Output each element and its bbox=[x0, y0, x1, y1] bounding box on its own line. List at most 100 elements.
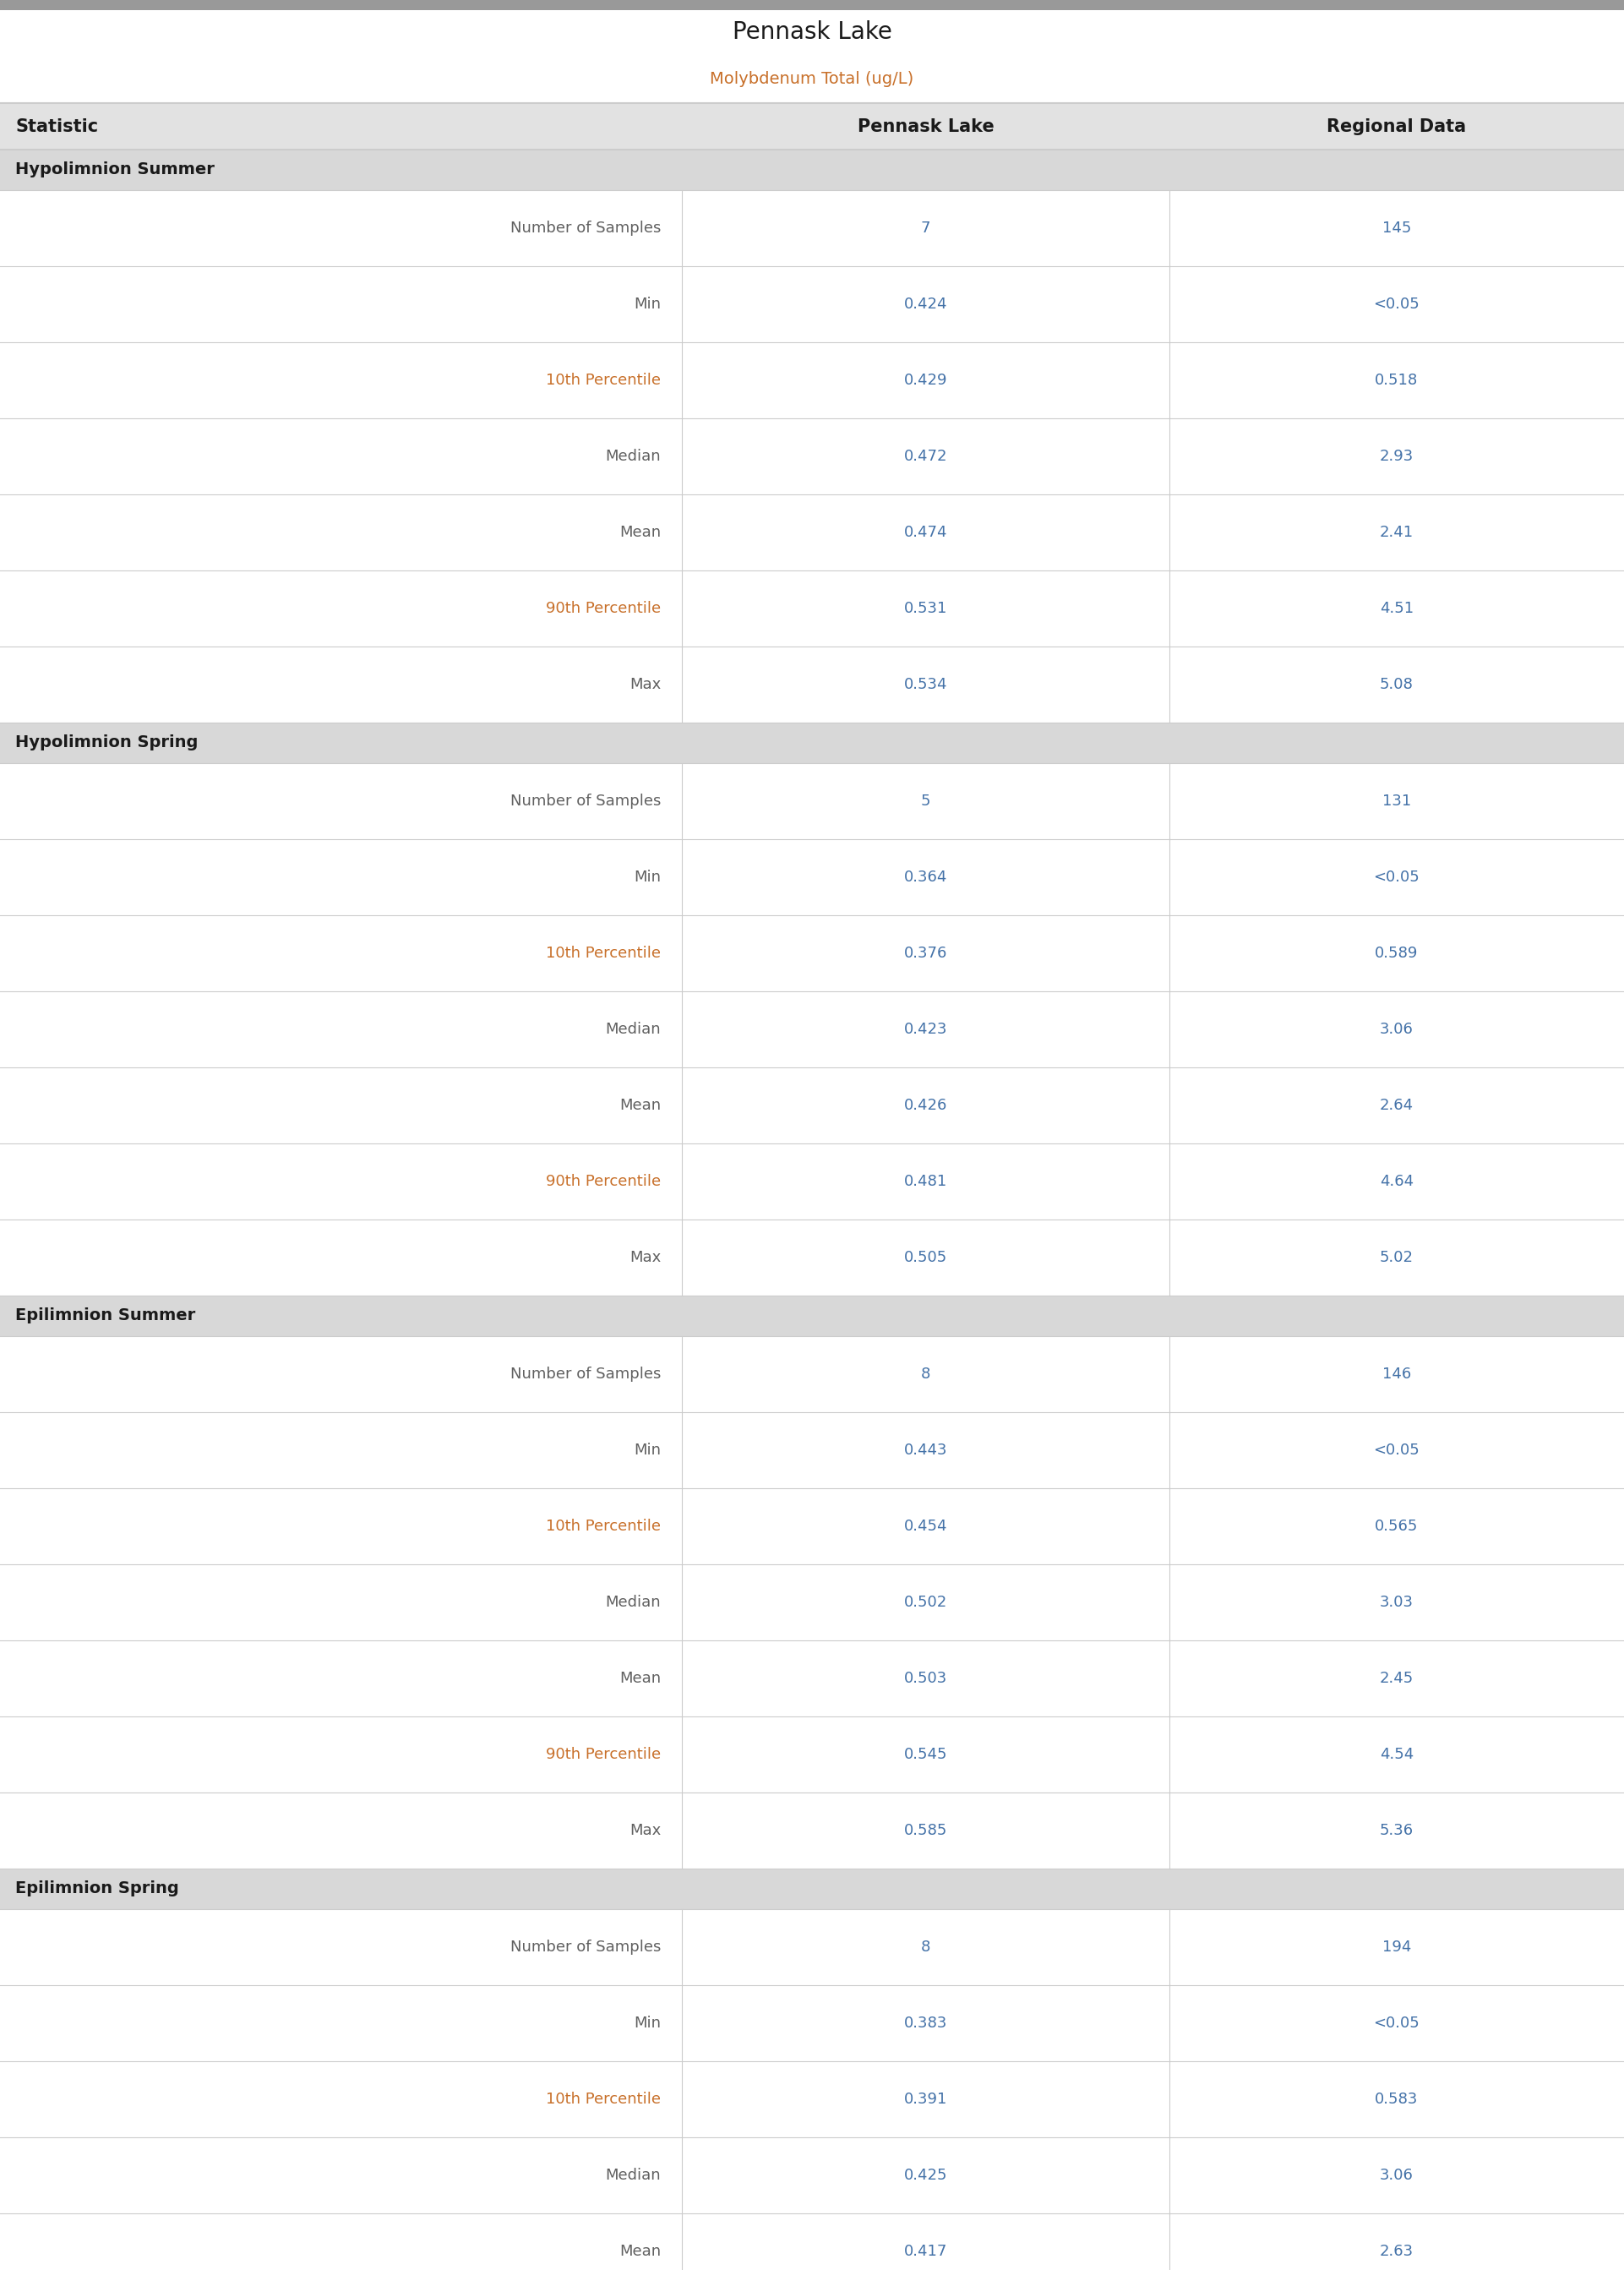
Text: 7: 7 bbox=[921, 220, 931, 236]
Text: Mean: Mean bbox=[619, 1099, 661, 1112]
Bar bbox=[0, 266, 1624, 343]
Bar bbox=[0, 763, 1624, 840]
Bar bbox=[0, 722, 1624, 763]
Text: 0.425: 0.425 bbox=[905, 2168, 947, 2184]
Text: Number of Samples: Number of Samples bbox=[510, 1939, 661, 1954]
Text: 90th Percentile: 90th Percentile bbox=[546, 1748, 661, 1762]
Text: 0.364: 0.364 bbox=[905, 869, 947, 885]
Text: 0.423: 0.423 bbox=[905, 1022, 947, 1037]
Bar bbox=[0, 840, 1624, 915]
Text: 4.64: 4.64 bbox=[1380, 1174, 1413, 1189]
Text: 10th Percentile: 10th Percentile bbox=[546, 2091, 661, 2107]
Text: <0.05: <0.05 bbox=[1374, 869, 1419, 885]
Bar bbox=[0, 1564, 1624, 1641]
Text: 5.36: 5.36 bbox=[1380, 1823, 1413, 1839]
Text: 0.585: 0.585 bbox=[905, 1823, 947, 1839]
Text: Max: Max bbox=[630, 1251, 661, 1264]
Text: Min: Min bbox=[633, 297, 661, 311]
Text: 0.383: 0.383 bbox=[905, 2016, 947, 2032]
Text: Median: Median bbox=[606, 449, 661, 463]
Bar bbox=[0, 2213, 1624, 2270]
Text: Pennask Lake: Pennask Lake bbox=[857, 118, 994, 134]
Bar bbox=[0, 2138, 1624, 2213]
Bar bbox=[0, 1641, 1624, 1716]
Bar bbox=[0, 992, 1624, 1067]
Text: 5.08: 5.08 bbox=[1380, 676, 1413, 692]
Text: 90th Percentile: 90th Percentile bbox=[546, 1174, 661, 1189]
Text: 2.93: 2.93 bbox=[1380, 449, 1413, 463]
Bar bbox=[0, 1219, 1624, 1296]
Text: 8: 8 bbox=[921, 1939, 931, 1954]
Bar bbox=[0, 1793, 1624, 1868]
Text: Mean: Mean bbox=[619, 524, 661, 540]
Text: 194: 194 bbox=[1382, 1939, 1411, 1954]
Bar bbox=[0, 1144, 1624, 1219]
Bar bbox=[0, 1296, 1624, 1337]
Text: 0.502: 0.502 bbox=[905, 1596, 947, 1609]
Text: 2.64: 2.64 bbox=[1380, 1099, 1413, 1112]
Bar bbox=[0, 2061, 1624, 2138]
Text: Hypolimnion Spring: Hypolimnion Spring bbox=[15, 735, 198, 751]
Text: Median: Median bbox=[606, 1596, 661, 1609]
Text: Hypolimnion Summer: Hypolimnion Summer bbox=[15, 161, 214, 177]
Text: 90th Percentile: 90th Percentile bbox=[546, 602, 661, 615]
Text: 3.06: 3.06 bbox=[1380, 2168, 1413, 2184]
Bar bbox=[0, 647, 1624, 722]
Text: 0.417: 0.417 bbox=[905, 2243, 947, 2259]
Text: 0.534: 0.534 bbox=[905, 676, 947, 692]
Text: 0.429: 0.429 bbox=[905, 372, 947, 388]
Bar bbox=[0, 1716, 1624, 1793]
Text: Epilimnion Summer: Epilimnion Summer bbox=[15, 1308, 195, 1323]
Text: 0.518: 0.518 bbox=[1376, 372, 1418, 388]
Bar bbox=[0, 915, 1624, 992]
Text: 0.426: 0.426 bbox=[905, 1099, 947, 1112]
Text: 0.589: 0.589 bbox=[1376, 947, 1418, 960]
Bar bbox=[0, 1412, 1624, 1489]
Text: 0.443: 0.443 bbox=[905, 1444, 947, 1457]
Bar bbox=[0, 1868, 1624, 1909]
Bar bbox=[0, 495, 1624, 570]
Text: 0.481: 0.481 bbox=[905, 1174, 947, 1189]
Text: Number of Samples: Number of Samples bbox=[510, 220, 661, 236]
Bar bbox=[0, 1489, 1624, 1564]
Text: 0.376: 0.376 bbox=[905, 947, 947, 960]
Bar bbox=[0, 1986, 1624, 2061]
Text: 145: 145 bbox=[1382, 220, 1411, 236]
Bar bbox=[0, 1067, 1624, 1144]
Text: 2.41: 2.41 bbox=[1380, 524, 1413, 540]
Bar bbox=[0, 150, 1624, 191]
Bar bbox=[0, 418, 1624, 495]
Text: <0.05: <0.05 bbox=[1374, 297, 1419, 311]
Text: 4.54: 4.54 bbox=[1380, 1748, 1413, 1762]
Bar bbox=[0, 1337, 1624, 1412]
Text: 0.505: 0.505 bbox=[905, 1251, 947, 1264]
Text: Max: Max bbox=[630, 676, 661, 692]
Text: 10th Percentile: 10th Percentile bbox=[546, 947, 661, 960]
Text: 0.503: 0.503 bbox=[905, 1671, 947, 1687]
Text: Mean: Mean bbox=[619, 2243, 661, 2259]
Text: Molybdenum Total (ug/L): Molybdenum Total (ug/L) bbox=[710, 70, 914, 86]
Text: 5.02: 5.02 bbox=[1380, 1251, 1413, 1264]
Text: Number of Samples: Number of Samples bbox=[510, 794, 661, 808]
Bar bbox=[0, 343, 1624, 418]
Text: Mean: Mean bbox=[619, 1671, 661, 1687]
Text: 8: 8 bbox=[921, 1367, 931, 1382]
Text: <0.05: <0.05 bbox=[1374, 1444, 1419, 1457]
Text: 0.474: 0.474 bbox=[905, 524, 947, 540]
Text: 4.51: 4.51 bbox=[1380, 602, 1413, 615]
Text: 0.583: 0.583 bbox=[1376, 2091, 1418, 2107]
Text: 10th Percentile: 10th Percentile bbox=[546, 372, 661, 388]
Text: <0.05: <0.05 bbox=[1374, 2016, 1419, 2032]
Text: Median: Median bbox=[606, 1022, 661, 1037]
Text: Min: Min bbox=[633, 869, 661, 885]
Text: 0.391: 0.391 bbox=[905, 2091, 947, 2107]
Text: Statistic: Statistic bbox=[15, 118, 97, 134]
Bar bbox=[0, 102, 1624, 150]
Bar bbox=[0, 191, 1624, 266]
Text: 3.03: 3.03 bbox=[1380, 1596, 1413, 1609]
Text: Regional Data: Regional Data bbox=[1327, 118, 1466, 134]
Text: Min: Min bbox=[633, 1444, 661, 1457]
Text: 131: 131 bbox=[1382, 794, 1411, 808]
Bar bbox=[0, 570, 1624, 647]
Text: 0.545: 0.545 bbox=[905, 1748, 947, 1762]
